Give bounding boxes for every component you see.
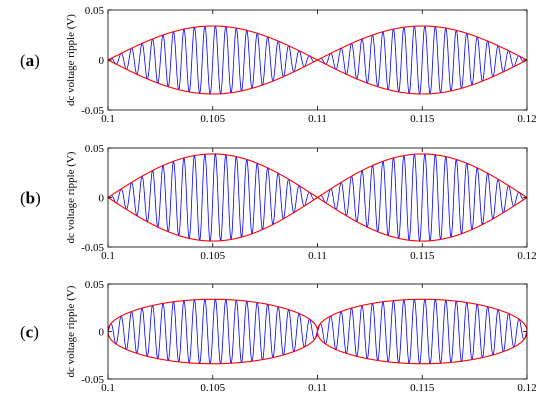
y-tick-label: -0.05 <box>81 105 104 117</box>
x-tick-label: 0.115 <box>410 113 435 125</box>
x-tick-label: 0.105 <box>200 382 225 394</box>
x-tick-label: 0.115 <box>410 382 435 394</box>
x-tick-label: 0.11 <box>308 250 327 262</box>
series-envelope-lower-line <box>108 59 527 95</box>
x-tick-label: 0.12 <box>517 113 536 125</box>
panel-label: (c) <box>20 323 39 342</box>
y-axis-label: dc voltage ripple (V) <box>65 285 77 377</box>
y-tick-label: 0.05 <box>85 279 105 291</box>
x-tick-label: 0.1 <box>101 382 115 394</box>
x-tick-label: 0.105 <box>200 250 225 262</box>
series-envelope-lower-line <box>108 196 527 242</box>
y-tick-label: -0.05 <box>81 242 104 254</box>
x-tick-label: 0.1 <box>101 250 115 262</box>
x-tick-label: 0.105 <box>200 113 225 125</box>
y-tick-label: -0.05 <box>81 374 104 386</box>
y-tick-label: 0.05 <box>85 5 105 17</box>
panel-label: (a) <box>20 51 40 70</box>
chart-panel-b: 0.1 0.105 0.11 0.115 0.12 -0.05 0 0.05 dc voltag… <box>20 143 537 262</box>
series-envelope-lower-line <box>108 331 527 365</box>
x-tick-label: 0.1 <box>101 113 115 125</box>
y-tick-label: 0 <box>99 327 105 339</box>
y-axis-label: dc voltage ripple (V) <box>65 151 77 243</box>
y-tick-label: 0 <box>99 193 105 205</box>
x-tick-label: 0.12 <box>517 250 536 262</box>
x-tick-label: 0.115 <box>410 250 435 262</box>
y-tick-label: 0 <box>99 55 105 67</box>
y-tick-label: 0.05 <box>85 143 105 155</box>
chart-panel-c: 0.1 0.105 0.11 0.115 0.12 -0.05 0 0.05 dc voltag… <box>20 279 537 394</box>
y-axis-label: dc voltage ripple (V) <box>65 14 77 106</box>
panel-label: (b) <box>20 189 41 208</box>
x-tick-label: 0.11 <box>308 382 327 394</box>
chart-panel-a: 0.1 0.105 0.11 0.115 0.12 -0.05 0 0.05 dc voltag… <box>20 5 537 125</box>
x-tick-label: 0.11 <box>308 113 327 125</box>
x-tick-label: 0.12 <box>517 382 536 394</box>
